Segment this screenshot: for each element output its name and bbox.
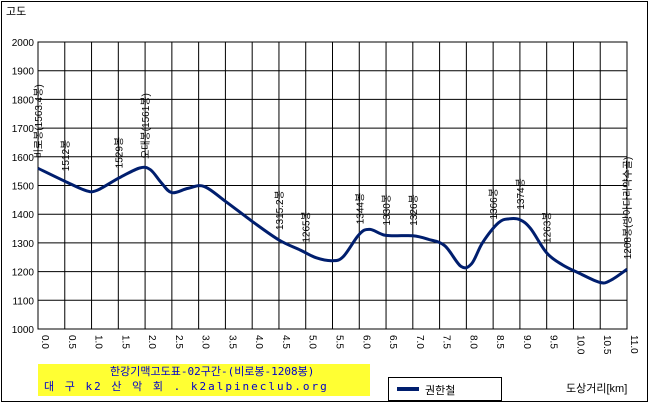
legend: 권한철 bbox=[388, 377, 502, 401]
y-tick-label: 1500 bbox=[12, 182, 35, 193]
peak-annotation: 1315.2봉 bbox=[274, 190, 286, 230]
peak-annotation: 1265봉 bbox=[301, 211, 313, 242]
x-tick-label: 7.5 bbox=[441, 335, 452, 349]
x-tick-label: 0.0 bbox=[39, 335, 50, 349]
chart-caption: 한강기맥고도표-02구간-(비로봉-1208봉) 대 구 k2 산 악 회 . … bbox=[38, 364, 370, 396]
x-tick-label: 0.5 bbox=[66, 335, 77, 349]
x-tick-label: 1.0 bbox=[93, 335, 104, 349]
peak-annotation: 1326봉 bbox=[408, 194, 420, 225]
x-tick-label: 5.5 bbox=[334, 335, 345, 349]
series-line bbox=[37, 165, 628, 285]
x-tick-label: 4.5 bbox=[280, 335, 291, 349]
x-tick-label: 3.5 bbox=[226, 335, 237, 349]
x-tick-label: 9.5 bbox=[548, 335, 559, 349]
x-tick-label: 6.5 bbox=[387, 335, 398, 349]
peak-annotation: 오대봉(1561봉) bbox=[140, 93, 152, 159]
x-tick-label: 7.0 bbox=[414, 335, 425, 349]
peak-annotation: 1208봉(방아다리약수골) bbox=[622, 157, 634, 260]
peak-annotation: 1344봉 bbox=[354, 193, 366, 224]
y-tick-label: 2000 bbox=[12, 38, 35, 49]
chart-title: 한강기맥고도표-02구간-(비로봉-1208봉) bbox=[110, 365, 315, 378]
y-tick-label: 1100 bbox=[12, 296, 34, 307]
x-tick-label: 4.0 bbox=[253, 335, 264, 349]
x-tick-label: 8.0 bbox=[467, 335, 478, 349]
x-tick-label: 2.5 bbox=[173, 335, 184, 349]
y-tick-label: 1000 bbox=[12, 325, 35, 336]
x-tick-label: 10.0 bbox=[574, 335, 585, 355]
chart-subtitle: 대 구 k2 산 악 회 . k2alpineclub.org bbox=[44, 380, 329, 393]
y-tick-label: 1200 bbox=[12, 268, 35, 279]
legend-series-name: 권한철 bbox=[425, 385, 456, 397]
x-tick-label: 9.0 bbox=[521, 335, 532, 349]
peak-annotation: 1529봉 bbox=[113, 137, 125, 168]
x-tick-label: 2.0 bbox=[146, 335, 157, 349]
x-tick-label: 5.0 bbox=[307, 335, 318, 349]
y-tick-label: 1800 bbox=[12, 95, 35, 106]
peak-annotation: 1330봉 bbox=[381, 194, 393, 225]
y-tick-label: 1600 bbox=[12, 153, 35, 164]
x-tick-label: 8.5 bbox=[494, 335, 505, 349]
peak-annotation: 1366봉 bbox=[488, 188, 500, 219]
x-tick-label: 3.0 bbox=[200, 335, 211, 349]
peak-annotation: 1263봉 bbox=[542, 211, 554, 242]
y-axis-label: 고도 bbox=[6, 6, 26, 18]
y-tick-label: 1900 bbox=[12, 67, 35, 78]
peak-annotation: 비로봉(1563.4봉) bbox=[33, 84, 45, 158]
y-tick-label: 1400 bbox=[12, 210, 35, 221]
x-tick-label: 11.0 bbox=[628, 335, 639, 354]
peak-annotation: 1374봉 bbox=[515, 178, 527, 209]
y-tick-label: 1700 bbox=[12, 124, 35, 135]
x-axis-label: 도상거리[km] bbox=[566, 382, 627, 395]
legend-swatch bbox=[397, 387, 419, 391]
x-tick-label: 10.5 bbox=[601, 335, 612, 355]
x-tick-label: 6.0 bbox=[360, 335, 371, 349]
peak-annotation: 1512봉 bbox=[60, 140, 72, 171]
x-tick-label: 1.5 bbox=[119, 335, 130, 349]
y-tick-label: 1300 bbox=[12, 239, 35, 250]
